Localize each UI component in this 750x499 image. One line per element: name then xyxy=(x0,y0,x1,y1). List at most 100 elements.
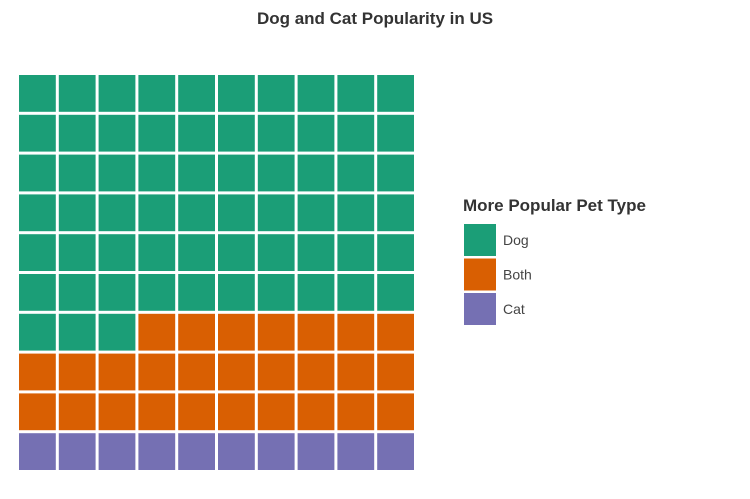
waffle-cell-both xyxy=(178,353,215,391)
waffle-cell-cat xyxy=(19,433,56,470)
waffle-cell-both xyxy=(98,353,136,391)
waffle-cell-cat xyxy=(58,433,96,470)
waffle-cell-dog xyxy=(19,234,56,271)
waffle-cell-dog xyxy=(257,274,295,311)
waffle-cell-dog xyxy=(19,194,56,232)
waffle-cell-dog xyxy=(138,234,176,271)
waffle-cell-both xyxy=(178,393,215,431)
waffle-cell-dog xyxy=(257,154,295,192)
waffle-cell-both xyxy=(58,353,96,391)
waffle-cell-both xyxy=(58,393,96,431)
waffle-cell-both xyxy=(138,393,176,431)
waffle-cell-dog xyxy=(19,313,56,351)
waffle-cell-dog xyxy=(138,274,176,311)
waffle-cell-both xyxy=(377,353,414,391)
waffle-cell-cat xyxy=(98,433,136,470)
waffle-cell-dog xyxy=(297,274,335,311)
waffle-cell-dog xyxy=(297,114,335,152)
waffle-cell-both xyxy=(257,393,295,431)
waffle-cell-dog xyxy=(178,75,215,112)
waffle-cell-dog xyxy=(138,194,176,232)
waffle-cell-dog xyxy=(58,234,96,271)
waffle-cell-dog xyxy=(138,114,176,152)
waffle-cell-dog xyxy=(257,194,295,232)
legend-label-both: Both xyxy=(503,267,532,283)
waffle-cell-dog xyxy=(297,75,335,112)
waffle-cell-dog xyxy=(337,274,375,311)
waffle-cell-dog xyxy=(377,154,414,192)
waffle-cell-dog xyxy=(98,313,136,351)
waffle-cell-dog xyxy=(98,234,136,271)
legend-swatch-both xyxy=(464,258,496,291)
waffle-cell-dog xyxy=(98,75,136,112)
waffle-cell-dog xyxy=(19,114,56,152)
waffle-cell-dog xyxy=(19,154,56,192)
waffle-cell-dog xyxy=(257,234,295,271)
waffle-cell-dog xyxy=(178,154,215,192)
waffle-cell-both xyxy=(337,313,375,351)
waffle-cell-dog xyxy=(297,154,335,192)
waffle-cell-dog xyxy=(257,114,295,152)
waffle-cell-both xyxy=(218,313,255,351)
waffle-cell-both xyxy=(257,353,295,391)
waffle-cell-both xyxy=(19,353,56,391)
waffle-cell-both xyxy=(297,353,335,391)
waffle-cell-both xyxy=(138,353,176,391)
waffle-cell-cat xyxy=(297,433,335,470)
waffle-cell-cat xyxy=(218,433,255,470)
waffle-cell-dog xyxy=(297,194,335,232)
waffle-cell-dog xyxy=(377,234,414,271)
waffle-cell-dog xyxy=(98,274,136,311)
waffle-cell-both xyxy=(218,393,255,431)
waffle-cell-both xyxy=(377,313,414,351)
waffle-cell-dog xyxy=(337,75,375,112)
waffle-cell-dog xyxy=(377,274,414,311)
waffle-cell-dog xyxy=(19,274,56,311)
waffle-cell-dog xyxy=(98,194,136,232)
waffle-cell-dog xyxy=(19,75,56,112)
waffle-cell-cat xyxy=(257,433,295,470)
waffle-cell-dog xyxy=(337,194,375,232)
waffle-cell-both xyxy=(257,313,295,351)
legend-swatch-dog xyxy=(464,224,496,256)
waffle-cell-cat xyxy=(337,433,375,470)
waffle-cell-dog xyxy=(218,234,255,271)
waffle-cell-both xyxy=(138,313,176,351)
waffle-cell-dog xyxy=(377,114,414,152)
waffle-cell-dog xyxy=(337,114,375,152)
waffle-cell-cat xyxy=(178,433,215,470)
legend: Dog Both Cat xyxy=(464,224,532,325)
waffle-cell-dog xyxy=(218,75,255,112)
waffle-cell-dog xyxy=(58,274,96,311)
waffle-cell-dog xyxy=(98,154,136,192)
waffle-grid xyxy=(19,75,414,470)
waffle-cell-dog xyxy=(178,274,215,311)
waffle-cell-both xyxy=(377,393,414,431)
waffle-cell-dog xyxy=(218,154,255,192)
waffle-cell-dog xyxy=(58,313,96,351)
legend-title: More Popular Pet Type xyxy=(463,196,646,215)
waffle-cell-dog xyxy=(58,154,96,192)
waffle-cell-dog xyxy=(58,194,96,232)
waffle-cell-both xyxy=(337,393,375,431)
waffle-cell-both xyxy=(218,353,255,391)
waffle-cell-both xyxy=(337,353,375,391)
waffle-cell-both xyxy=(297,393,335,431)
waffle-cell-dog xyxy=(138,75,176,112)
waffle-cell-dog xyxy=(218,274,255,311)
waffle-cell-dog xyxy=(257,75,295,112)
waffle-cell-dog xyxy=(337,154,375,192)
waffle-cell-dog xyxy=(178,234,215,271)
waffle-cell-both xyxy=(178,313,215,351)
waffle-cell-dog xyxy=(178,194,215,232)
legend-swatch-cat xyxy=(464,293,496,325)
waffle-cell-cat xyxy=(377,433,414,470)
chart-title: Dog and Cat Popularity in US xyxy=(257,9,493,28)
waffle-cell-both xyxy=(19,393,56,431)
waffle-cell-both xyxy=(98,393,136,431)
waffle-cell-cat xyxy=(138,433,176,470)
waffle-cell-dog xyxy=(178,114,215,152)
waffle-cell-dog xyxy=(337,234,375,271)
waffle-cell-dog xyxy=(58,114,96,152)
